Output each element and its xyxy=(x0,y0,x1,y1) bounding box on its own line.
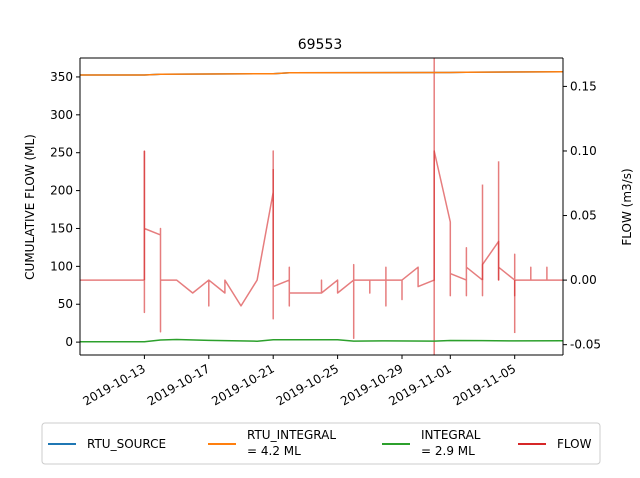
left-tick-label: 100 xyxy=(50,259,73,273)
left-tick-label: 0 xyxy=(65,335,73,349)
legend-label: = 2.9 ML xyxy=(421,444,475,458)
y-axis-left-label: CUMULATIVE FLOW (ML) xyxy=(23,134,37,280)
x-tick-label: 2019-10-13 xyxy=(80,361,147,408)
left-tick-label: 200 xyxy=(50,184,73,198)
plot-frame xyxy=(80,58,563,355)
legend-label: = 4.2 ML xyxy=(247,444,301,458)
right-axis: -0.05 0.00 0.05 0.10 0.15 xyxy=(563,79,601,352)
legend-label: INTEGRAL xyxy=(421,428,481,442)
left-axis: 0 50 100 150 200 250 300 350 xyxy=(50,70,80,349)
flow-line xyxy=(80,150,563,339)
legend-label: RTU_SOURCE xyxy=(87,437,166,451)
left-tick-label: 150 xyxy=(50,221,73,235)
legend-box xyxy=(41,422,601,465)
x-tick-label: 2019-10-25 xyxy=(274,361,341,408)
left-tick-label: 300 xyxy=(50,108,73,122)
x-tick-label: 2019-11-05 xyxy=(451,361,518,408)
left-tick-label: 250 xyxy=(50,146,73,160)
plot-area xyxy=(80,58,563,355)
right-tick-label: -0.05 xyxy=(570,338,601,352)
chart-title: 69553 xyxy=(298,37,343,53)
legend-label: RTU_INTEGRAL xyxy=(247,428,336,442)
legend-label: FLOW xyxy=(557,437,592,451)
right-tick-label: 0.00 xyxy=(570,273,597,287)
axes-frame xyxy=(79,57,564,356)
integral-line xyxy=(79,338,564,343)
y-axis-right-label: FLOW (m3/s) xyxy=(620,168,634,245)
x-tick-label: 2019-10-17 xyxy=(145,361,212,408)
left-tick-label: 350 xyxy=(50,70,73,84)
rtu-integral-line xyxy=(80,71,564,76)
left-tick-label: 50 xyxy=(58,297,73,311)
right-tick-label: 0.05 xyxy=(570,209,597,223)
x-axis: 2019-10-132019-10-172019-10-212019-10-25… xyxy=(80,355,518,408)
x-tick-label: 2019-10-21 xyxy=(209,361,276,408)
legend: RTU_SOURCE RTU_INTEGRAL = 4.2 ML INTEGRAL = … xyxy=(41,422,601,465)
right-tick-label: 0.15 xyxy=(570,79,597,93)
right-tick-label: 0.10 xyxy=(570,144,597,158)
series-layer xyxy=(79,58,564,355)
